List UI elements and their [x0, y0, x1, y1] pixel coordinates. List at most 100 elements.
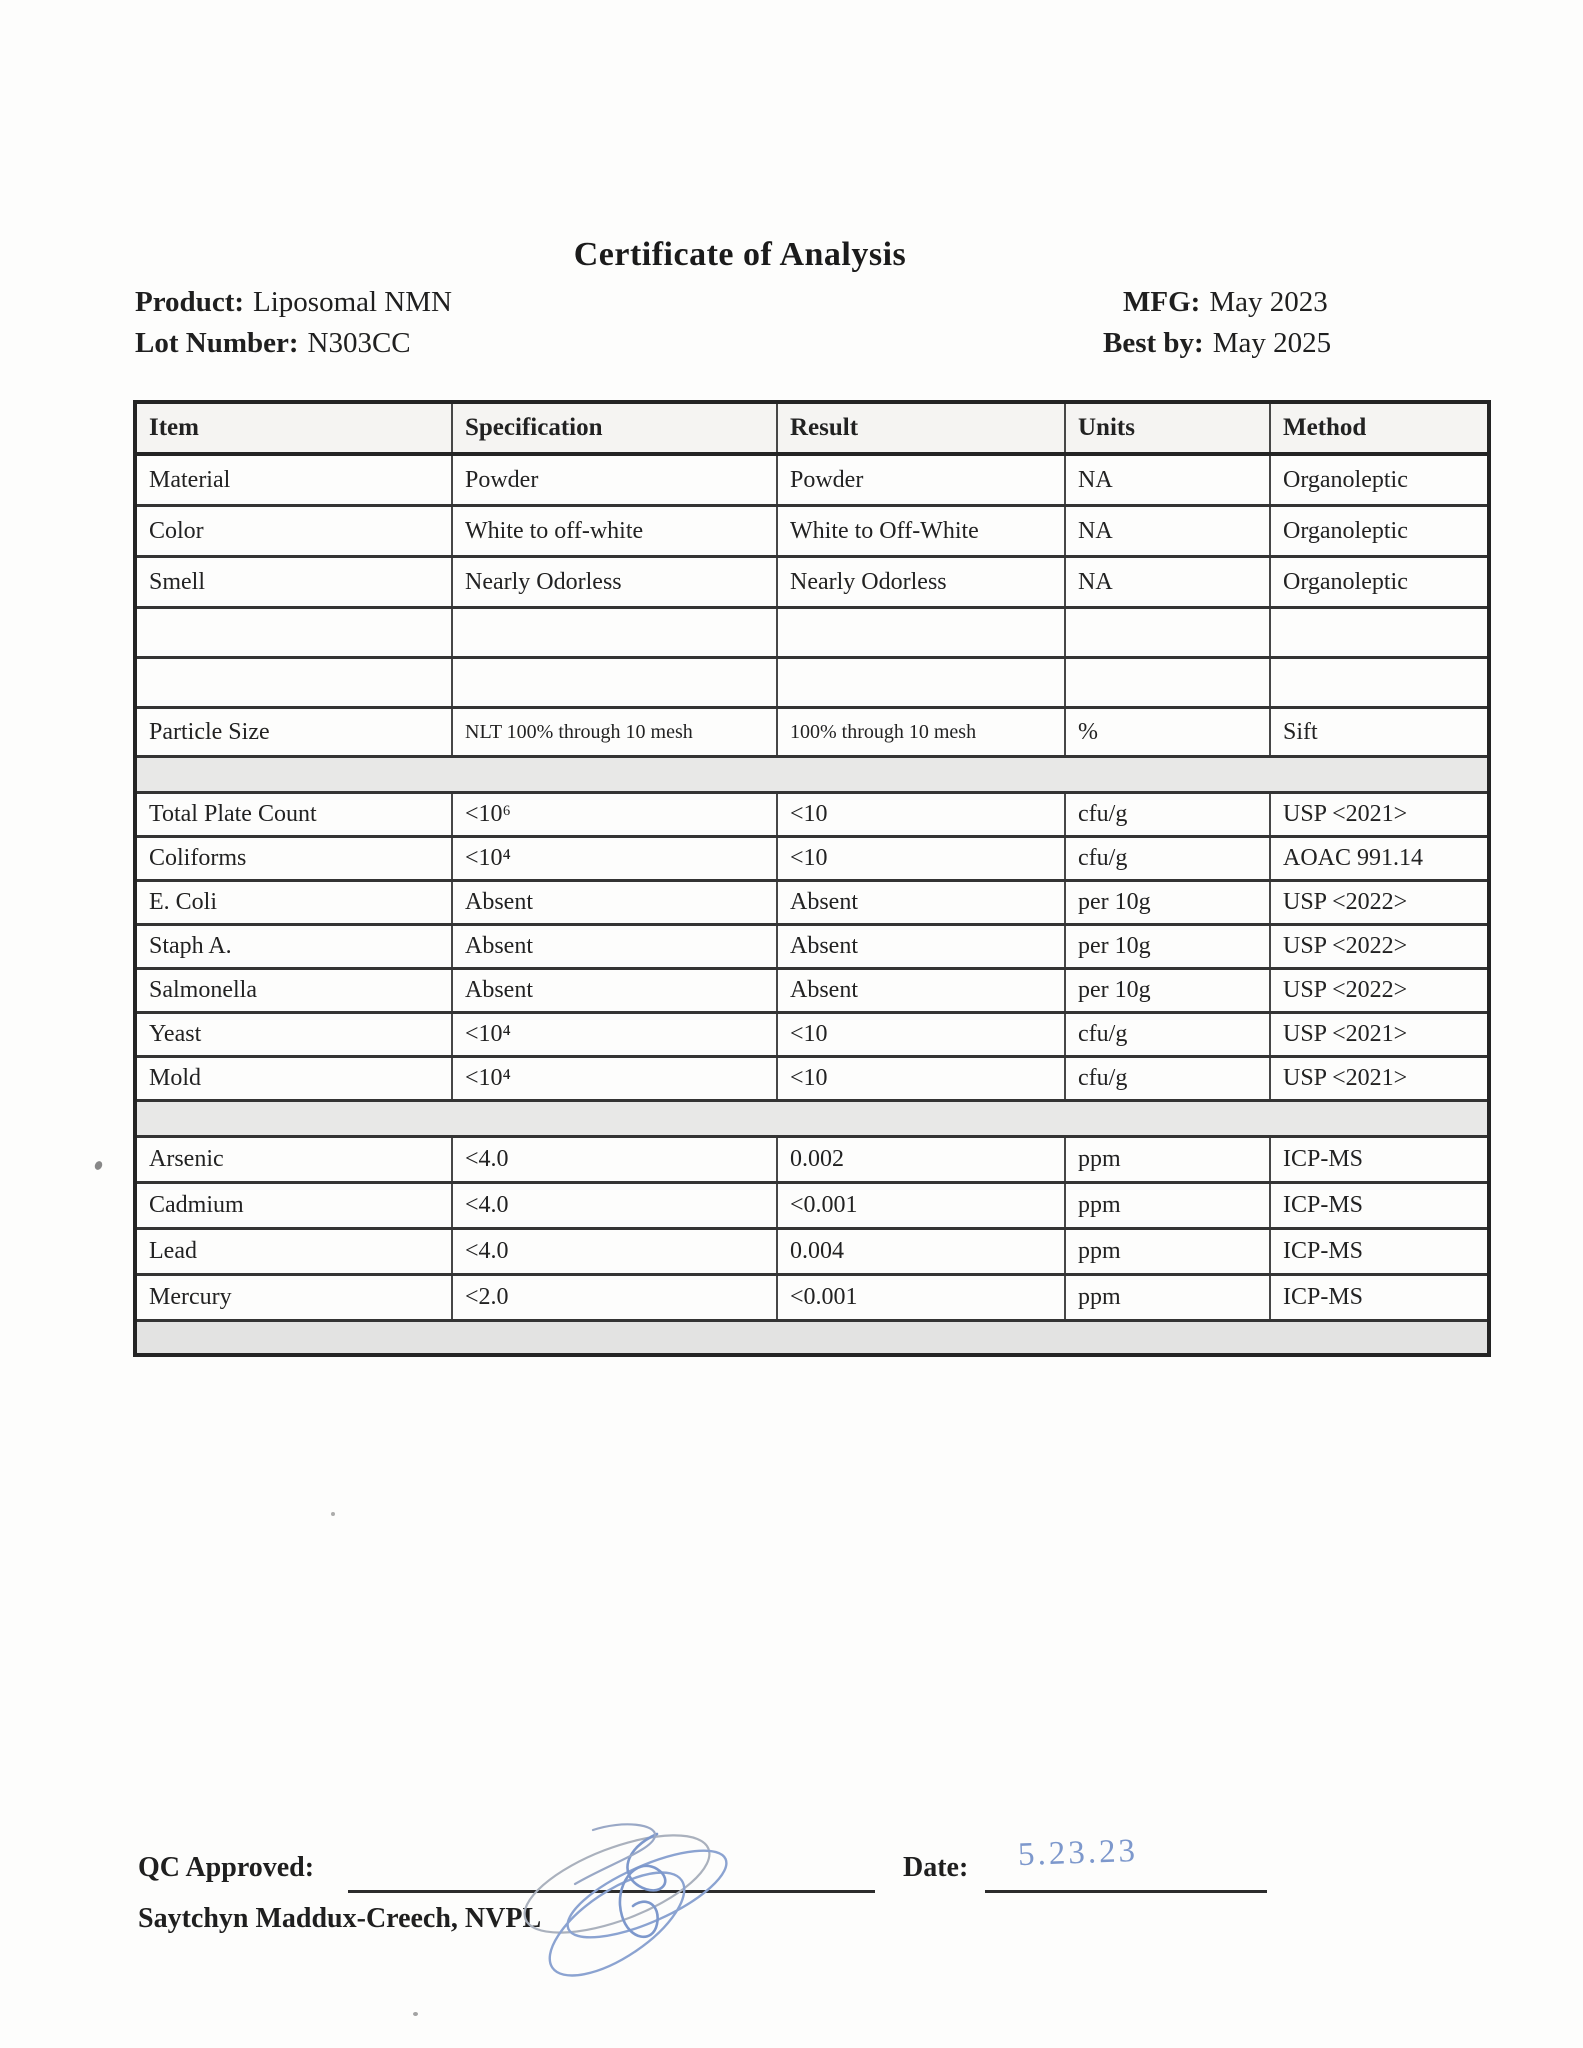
scan-artifact — [413, 2012, 418, 2016]
cell-units: cfu/g — [1064, 1055, 1271, 1102]
cell-item: Lead — [134, 1227, 453, 1276]
cell-method: USP <2022> — [1269, 923, 1490, 970]
cell-units: cfu/g — [1064, 835, 1271, 882]
cell-units: per 10g — [1064, 967, 1271, 1014]
cell-method: USP <2022> — [1269, 879, 1490, 926]
cell-result: <10 — [776, 791, 1066, 838]
cell-method: ICP-MS — [1269, 1227, 1490, 1276]
cell-spec: NLT 100% through 10 mesh — [451, 706, 778, 758]
cell-result: Absent — [776, 923, 1066, 970]
lot-number-line: Lot Number: N303CC — [135, 323, 452, 364]
cell-result: <10 — [776, 835, 1066, 882]
table-row: Smell Nearly Odorless Nearly Odorless NA Org… — [134, 555, 1490, 609]
cell-item: Material — [134, 452, 453, 507]
table-header-row: Item Specification Result Units Method — [134, 400, 1490, 456]
table-row: Total Plate Count <10⁶ <10 cfu/g USP <2021> — [134, 791, 1490, 838]
lot-number-value: N303CC — [307, 327, 411, 359]
cell-item: Cadmium — [134, 1181, 453, 1230]
cell-item: Total Plate Count — [134, 791, 453, 838]
cell-spec — [451, 656, 778, 709]
cell-spec: <10⁴ — [451, 1011, 778, 1058]
table-row: Coliforms <10⁴ <10 cfu/g AOAC 991.14 — [134, 835, 1490, 882]
cell-method: ICP-MS — [1269, 1273, 1490, 1322]
cell-units: cfu/g — [1064, 791, 1271, 838]
table-row: E. Coli Absent Absent per 10g USP <2022> — [134, 879, 1490, 926]
cell-method: ICP-MS — [1269, 1135, 1490, 1184]
cell-method: ICP-MS — [1269, 1181, 1490, 1230]
cell-result: White to Off-White — [776, 504, 1066, 558]
cell-result: <0.001 — [776, 1273, 1066, 1322]
cell-units: cfu/g — [1064, 1011, 1271, 1058]
table-row: Mercury <2.0 <0.001 ppm ICP-MS — [134, 1273, 1490, 1322]
coa-table-body: Material Powder Powder NA Organoleptic Color W… — [134, 452, 1490, 1357]
cell-spec: <4.0 — [451, 1181, 778, 1230]
cell-result — [776, 656, 1066, 709]
cell-result — [776, 606, 1066, 659]
cell-method: USP <2021> — [1269, 791, 1490, 838]
table-row: Salmonella Absent Absent per 10g USP <2022> — [134, 967, 1490, 1014]
cell-spec: <10⁶ — [451, 791, 778, 838]
cell-spec: White to off-white — [451, 504, 778, 558]
cell-spec: <10⁴ — [451, 835, 778, 882]
cell-item — [134, 656, 453, 709]
cell-item: Staph A. — [134, 923, 453, 970]
cell-spec: Absent — [451, 923, 778, 970]
cell-result: <0.001 — [776, 1181, 1066, 1230]
cell-result: <10 — [776, 1011, 1066, 1058]
cell-units: ppm — [1064, 1135, 1271, 1184]
handwritten-date: 5.23.23 — [1017, 1832, 1139, 1874]
cell-result: Nearly Odorless — [776, 555, 1066, 609]
best-by-value: May 2025 — [1212, 327, 1332, 359]
cell-item: Salmonella — [134, 967, 453, 1014]
scan-artifact — [331, 1512, 335, 1516]
cell-spec: Nearly Odorless — [451, 555, 778, 609]
section-separator — [134, 1319, 1490, 1357]
date-info-block: MFG: May 2023 Best by: May 2025 — [1103, 282, 1331, 364]
cell-spec: Absent — [451, 967, 778, 1014]
signature-line — [348, 1858, 875, 1893]
table-row: Staph A. Absent Absent per 10g USP <2022> — [134, 923, 1490, 970]
mfg-line: MFG: May 2023 — [1103, 282, 1331, 323]
page-title: Certificate of Analysis — [573, 236, 907, 273]
cell-item: Particle Size — [134, 706, 453, 758]
cell-method: AOAC 991.14 — [1269, 835, 1490, 882]
cell-units: % — [1064, 706, 1271, 758]
qc-approved-label: QC Approved: — [138, 1852, 315, 1883]
table-row: Particle Size NLT 100% through 10 mesh 100… — [134, 706, 1490, 758]
cell-units: ppm — [1064, 1181, 1271, 1230]
cell-item: Mercury — [134, 1273, 453, 1322]
cell-item: Coliforms — [134, 835, 453, 882]
column-header-units: Units — [1064, 400, 1271, 456]
lot-number-label: Lot Number: — [135, 327, 299, 359]
best-by-label: Best by: — [1103, 327, 1204, 359]
cell-units — [1064, 606, 1271, 659]
cell-units: ppm — [1064, 1273, 1271, 1322]
cell-item: Mold — [134, 1055, 453, 1102]
cell-spec: <4.0 — [451, 1227, 778, 1276]
table-row — [134, 656, 1490, 709]
cell-method: USP <2021> — [1269, 1011, 1490, 1058]
cell-method: USP <2022> — [1269, 967, 1490, 1014]
scan-artifact — [93, 1159, 104, 1172]
cell-method — [1269, 606, 1490, 659]
table-row: Mold <10⁴ <10 cfu/g USP <2021> — [134, 1055, 1490, 1102]
cell-method — [1269, 656, 1490, 709]
cell-method: Sift — [1269, 706, 1490, 758]
cell-units: ppm — [1064, 1227, 1271, 1276]
table-row: Cadmium <4.0 <0.001 ppm ICP-MS — [134, 1181, 1490, 1230]
column-header-method: Method — [1269, 400, 1490, 456]
cell-spec: <10⁴ — [451, 1055, 778, 1102]
cell-units: NA — [1064, 452, 1271, 507]
best-by-line: Best by: May 2025 — [1103, 323, 1331, 364]
cell-result: 0.002 — [776, 1135, 1066, 1184]
coa-results-table: Item Specification Result Units Method M… — [133, 400, 1491, 1357]
cell-units — [1064, 656, 1271, 709]
cell-spec: Powder — [451, 452, 778, 507]
cell-item — [134, 606, 453, 659]
approver-name: Saytchyn Maddux-Creech, NVPL — [138, 1903, 542, 1934]
table-row — [134, 1319, 1490, 1357]
mfg-value: May 2023 — [1209, 286, 1328, 318]
cell-units: per 10g — [1064, 923, 1271, 970]
product-value: Liposomal NMN — [253, 286, 452, 318]
